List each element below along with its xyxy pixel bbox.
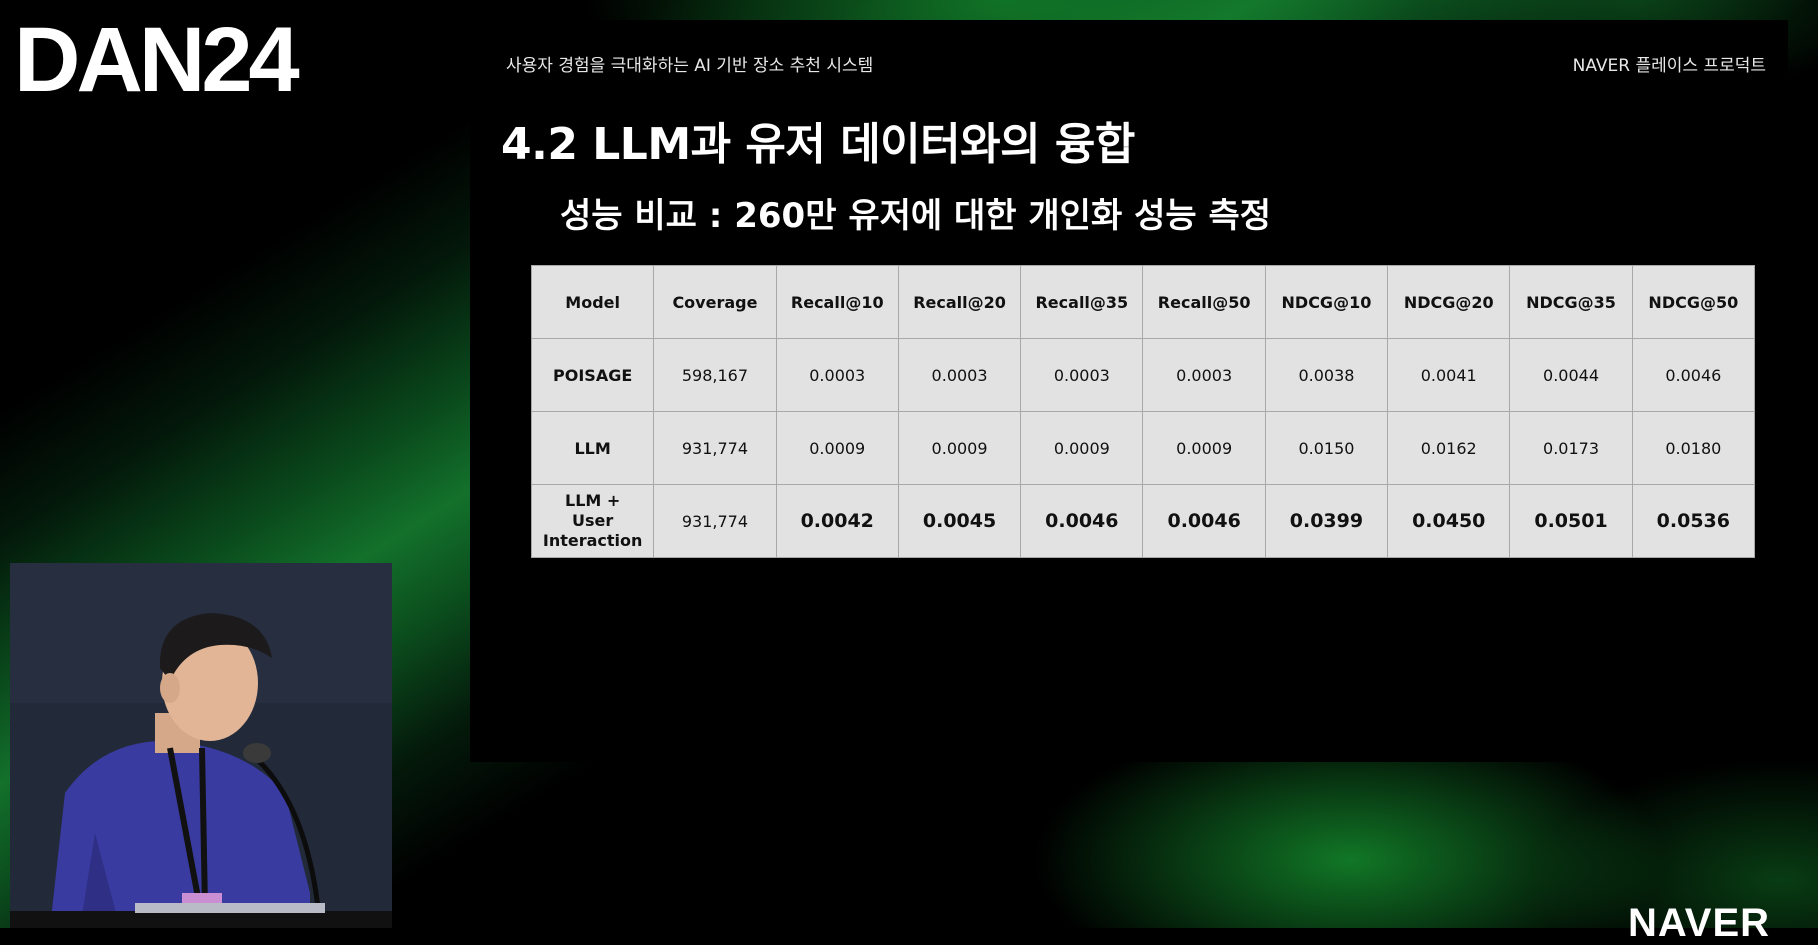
slide-header-team: NAVER 플레이스 프로덕트 [1572,56,1766,76]
table-cell-highlight: 0.0045 [897,484,1022,558]
table-cell: 0.0003 [1020,338,1144,412]
column-header-recall-50: Recall@50 [1142,265,1266,339]
slide-subtitle: 성능 비교 : 260만 유저에 대한 개인화 성능 측정 [560,196,1272,236]
table-cell-highlight: 0.0399 [1264,484,1389,558]
table-cell: 0.0003 [775,338,899,412]
table-cell: 0.0044 [1509,338,1633,412]
table-cell: 0.0003 [1142,338,1266,412]
table-cell: 0.0009 [1020,411,1144,485]
table-cell-highlight: 0.0450 [1387,484,1511,558]
slide-title: 4.2 LLM과 유저 데이터와의 융합 [501,119,1135,170]
column-header-model: Model [530,265,655,339]
column-header-ndcg-50: NDCG@50 [1631,265,1756,339]
table-cell-highlight: 0.0046 [1020,484,1144,558]
table-cell: 0.0162 [1387,411,1511,485]
model-name-cell: LLM + User Interaction [530,484,655,558]
model-name-cell: POISAGE [530,338,655,412]
table-row-llm: LLM 931,774 0.0009 0.0009 0.0009 0.0009 … [530,411,1756,485]
column-header-recall-20: Recall@20 [897,265,1022,339]
table-cell: 0.0038 [1264,338,1389,412]
table-cell: 931,774 [653,411,777,485]
table-cell-highlight: 0.0501 [1509,484,1633,558]
table-cell-highlight: 0.0536 [1631,484,1756,558]
speaker-video-feed [10,563,392,928]
table-cell: 598,167 [653,338,777,412]
table-header-row: Model Coverage Recall@10 Recall@20 Recal… [530,265,1756,339]
column-header-ndcg-20: NDCG@20 [1387,265,1511,339]
naver-logo: NAVER [1628,901,1771,945]
table-cell: 0.0150 [1264,411,1389,485]
column-header-recall-35: Recall@35 [1020,265,1144,339]
model-name-line: LLM + [565,491,621,510]
table-cell: 0.0173 [1509,411,1633,485]
performance-table: Model Coverage Recall@10 Recall@20 Recal… [530,265,1756,558]
table-row-llm-user-interaction: LLM + User Interaction 931,774 0.0042 0.… [530,484,1756,558]
table-cell: 931,774 [653,484,777,558]
table-cell: 0.0009 [1142,411,1266,485]
table-cell-highlight: 0.0046 [1142,484,1266,558]
column-header-ndcg-10: NDCG@10 [1264,265,1389,339]
presentation-slide: 사용자 경험을 극대화하는 AI 기반 장소 추천 시스템 NAVER 플레이스… [470,20,1788,762]
table-cell: 0.0009 [775,411,899,485]
table-cell: 0.0009 [897,411,1022,485]
table-cell-highlight: 0.0042 [775,484,899,558]
model-name-line: Interaction [542,531,643,550]
column-header-ndcg-35: NDCG@35 [1509,265,1633,339]
table-row-poisage: POISAGE 598,167 0.0003 0.0003 0.0003 0.0… [530,338,1756,412]
table-cell: 0.0003 [897,338,1022,412]
table-cell: 0.0041 [1387,338,1511,412]
slide-header-title: 사용자 경험을 극대화하는 AI 기반 장소 추천 시스템 [506,56,874,76]
model-name-line: User [572,511,614,530]
column-header-recall-10: Recall@10 [775,265,899,339]
speaker-illustration [10,563,392,928]
table-cell: 0.0046 [1631,338,1756,412]
column-header-coverage: Coverage [653,265,777,339]
model-name-cell: LLM [530,411,655,485]
table-cell: 0.0180 [1631,411,1756,485]
conference-logo: DAN24 [14,9,300,111]
